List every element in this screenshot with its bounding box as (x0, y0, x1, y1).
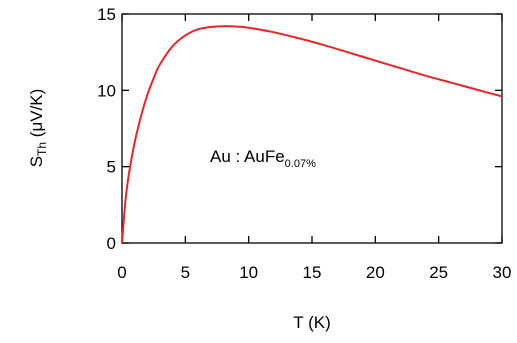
y-axis-title-unit: (μV/K) (27, 89, 46, 142)
axis-ticks: 0 5 10 15 20 25 30 0 5 10 15 (97, 5, 511, 282)
series-line-0 (121, 25, 503, 244)
x-tick-label-6: 30 (493, 263, 512, 282)
y-tick-label-3: 15 (97, 5, 116, 24)
y-axis-title-sub: Th (35, 142, 49, 156)
plot-frame (121, 13, 503, 244)
series-layer (121, 25, 503, 244)
x-tick-label-4: 20 (366, 263, 385, 282)
x-tick-label-0: 0 (117, 263, 126, 282)
x-axis-title: T (K) (293, 313, 330, 332)
x-tick-label-1: 5 (181, 263, 190, 282)
y-tick-label-0: 0 (107, 234, 116, 253)
x-tick-label-3: 15 (303, 263, 322, 282)
annotation: Au : AuFe0.07% (210, 147, 316, 170)
y-axis-title: STh (μV/K) (27, 89, 49, 168)
annotation-sub: 0.07% (285, 158, 316, 170)
y-axis-title-main: S (27, 156, 46, 167)
x-tick-label-5: 25 (429, 263, 448, 282)
y-tick-label-1: 5 (107, 158, 116, 177)
x-tick-label-2: 10 (239, 263, 258, 282)
y-tick-label-2: 10 (97, 81, 116, 100)
annotation-main: Au : AuFe (210, 147, 285, 166)
